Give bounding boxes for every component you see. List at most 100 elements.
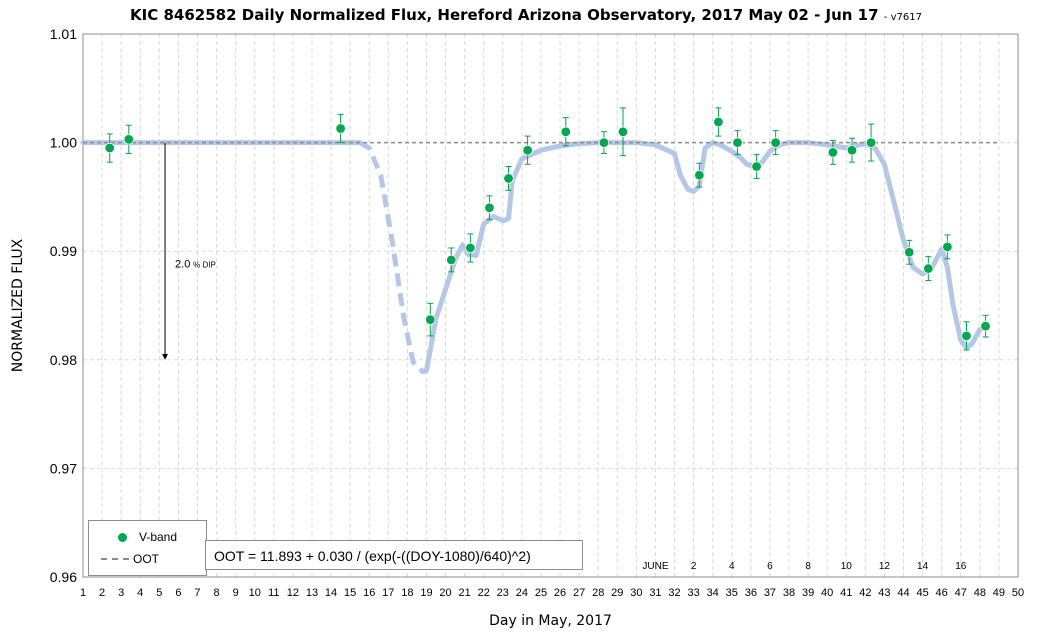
x-tick-label: 22 bbox=[478, 587, 490, 599]
y-tick-label: 0.97 bbox=[50, 460, 77, 476]
chart-version: - v7617 bbox=[883, 12, 922, 23]
plot-area-frame bbox=[82, 33, 1019, 578]
data-point bbox=[335, 123, 346, 134]
data-point bbox=[846, 145, 858, 156]
x-tick-label: 5 bbox=[156, 587, 162, 599]
x-tick-label: 47 bbox=[955, 587, 967, 599]
vband-point bbox=[942, 234, 953, 260]
x-tick-label: 50 bbox=[1012, 587, 1024, 599]
june-day-label: 12 bbox=[879, 561, 891, 572]
x-tick-label: 15 bbox=[344, 587, 356, 599]
vband-point bbox=[713, 107, 724, 137]
legend-vband: V-band bbox=[89, 529, 177, 545]
vband-point bbox=[522, 135, 533, 165]
model-segment-dashed bbox=[358, 140, 428, 375]
x-tick-label: 10 bbox=[249, 587, 261, 599]
chart-title-text: KIC 8462582 Daily Normalized Flux, Heref… bbox=[130, 6, 879, 24]
x-tick-label: 40 bbox=[821, 587, 833, 599]
legend-vband-label: V-band bbox=[139, 530, 178, 544]
x-tick-label: 2 bbox=[99, 587, 105, 599]
x-tick-label: 30 bbox=[630, 587, 642, 599]
x-tick-label: 3 bbox=[118, 587, 124, 599]
june-labels: JUNE 2 4 6 8 10 12 14 16 bbox=[642, 561, 966, 572]
x-tick-label: 1 bbox=[80, 587, 86, 599]
data-point bbox=[694, 169, 705, 181]
vband-point bbox=[694, 162, 705, 188]
data-point bbox=[751, 161, 762, 172]
vband-point bbox=[904, 239, 915, 265]
x-tick-label: 6 bbox=[175, 587, 181, 599]
vband-point bbox=[827, 139, 839, 165]
x-tick-label: 8 bbox=[214, 587, 220, 599]
vband-point bbox=[865, 123, 877, 162]
vband-point bbox=[961, 321, 972, 351]
june-day-label: JUNE bbox=[642, 561, 668, 572]
x-tick-label: 7 bbox=[194, 587, 200, 599]
x-tick-label: 4 bbox=[137, 587, 143, 599]
vband-point bbox=[923, 256, 934, 282]
x-tick-label: 19 bbox=[420, 587, 432, 599]
vband-marker-icon bbox=[118, 532, 127, 542]
vband-point bbox=[732, 130, 743, 156]
vband-point bbox=[980, 314, 991, 338]
x-tick-label: 37 bbox=[764, 587, 776, 599]
x-tick-label: 34 bbox=[707, 587, 719, 599]
x-tick-label: 24 bbox=[516, 587, 528, 599]
x-tick-label: 27 bbox=[573, 587, 585, 599]
data-point bbox=[465, 242, 476, 254]
dip-label: 2.0 % DIP bbox=[175, 258, 216, 270]
x-tick-label: 13 bbox=[306, 587, 318, 599]
x-tick-label: 18 bbox=[401, 587, 413, 599]
june-day-label: 14 bbox=[917, 561, 929, 572]
data-point bbox=[904, 247, 915, 258]
y-tick-label: 0.99 bbox=[50, 243, 77, 259]
x-tick-label: 28 bbox=[592, 587, 604, 599]
x-axis-label: Day in May, 2017 bbox=[489, 613, 612, 629]
y-tick-label: 0.98 bbox=[50, 352, 77, 368]
oot-dash-icon bbox=[101, 558, 129, 560]
y-tick-labels: 0.96 0.97 0.98 0.99 1.00 1.01 bbox=[50, 26, 77, 585]
vband-points bbox=[104, 107, 991, 351]
vband-point bbox=[425, 302, 436, 337]
x-tick-label: 32 bbox=[668, 587, 680, 599]
x-tick-label: 42 bbox=[859, 587, 871, 599]
june-day-label: 2 bbox=[691, 561, 697, 572]
data-point bbox=[598, 137, 610, 148]
data-point bbox=[713, 116, 724, 128]
x-tick-label: 14 bbox=[325, 587, 337, 599]
x-tick-label: 29 bbox=[611, 587, 623, 599]
x-tick-label: 17 bbox=[382, 587, 394, 599]
x-tick-label: 31 bbox=[649, 587, 661, 599]
x-tick-label: 43 bbox=[878, 587, 890, 599]
data-point bbox=[942, 241, 953, 253]
x-tick-label: 39 bbox=[802, 587, 814, 599]
vband-point bbox=[598, 131, 610, 154]
data-point bbox=[923, 263, 934, 274]
data-point bbox=[123, 134, 134, 145]
data-point bbox=[446, 254, 457, 266]
vband-point bbox=[617, 107, 629, 157]
data-point bbox=[503, 173, 514, 184]
x-tick-label: 21 bbox=[459, 587, 471, 599]
data-point bbox=[827, 147, 839, 158]
vband-point bbox=[335, 113, 346, 144]
data-point bbox=[617, 126, 629, 137]
june-day-label: 8 bbox=[805, 561, 811, 572]
y-tick-label: 0.96 bbox=[50, 569, 77, 585]
y-tick-label: 1.00 bbox=[50, 135, 77, 151]
vband-point bbox=[484, 195, 495, 221]
data-point bbox=[560, 126, 571, 137]
vband-point bbox=[560, 117, 571, 147]
data-point bbox=[770, 137, 781, 148]
grid-lines bbox=[83, 34, 1018, 577]
x-tick-label: 25 bbox=[535, 587, 547, 599]
x-tick-label: 16 bbox=[363, 587, 375, 599]
vband-point bbox=[123, 124, 134, 154]
x-tick-label: 48 bbox=[974, 587, 986, 599]
data-point bbox=[961, 330, 972, 342]
x-tick-label: 35 bbox=[726, 587, 738, 599]
x-tick-label: 12 bbox=[287, 587, 299, 599]
x-tick-label: 36 bbox=[745, 587, 757, 599]
x-tick-label: 44 bbox=[897, 587, 909, 599]
legend: V-band OOT bbox=[88, 520, 207, 576]
